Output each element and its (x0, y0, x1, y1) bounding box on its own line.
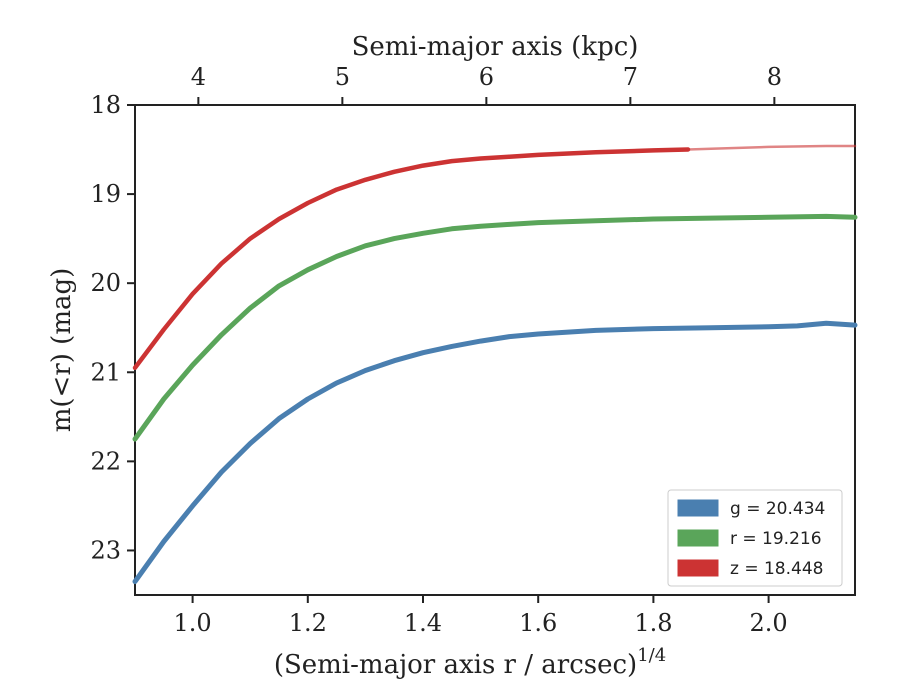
x-tick-label: 1.4 (404, 609, 442, 637)
legend-label: r = 19.216 (730, 529, 822, 549)
bottom-axis-title: (Semi-major axis r / arcsec)1/4 (274, 645, 666, 680)
y-axis-title: m(<r) (mag) (47, 268, 77, 433)
series-layer (132, 144, 858, 585)
y-tick-label: 23 (90, 536, 121, 564)
series-3 (132, 144, 857, 371)
top-tick-label: 7 (623, 63, 638, 91)
legend: g = 20.434 r = 19.216 z = 18.448 (667, 489, 843, 587)
bottom-axis-title-text: (Semi-major axis r / arcsec) (274, 650, 637, 680)
top-tick-label: 8 (767, 63, 782, 91)
y-tick-label: 21 (90, 358, 121, 386)
series-line (132, 320, 858, 585)
x-tick-label: 1.2 (289, 609, 327, 637)
bottom-axis-title-exponent: 1/4 (637, 645, 666, 666)
top-tick-label: 6 (479, 63, 494, 91)
series-1 (132, 320, 858, 585)
x-tick-label: 2.0 (750, 609, 788, 637)
y-tick-label: 19 (90, 180, 121, 208)
y-tick-label: 22 (90, 447, 121, 475)
plot-frame (134, 104, 856, 596)
series-line (132, 147, 691, 371)
y-axis: 18 19 20 21 22 23 (90, 91, 135, 564)
series-line-extension (686, 144, 857, 151)
legend-swatch (677, 529, 719, 547)
x-tick-label: 1.8 (634, 609, 672, 637)
top-axis-title: Semi-major axis (kpc) (352, 32, 639, 62)
top-tick-label: 4 (191, 63, 206, 91)
series-line (132, 213, 858, 442)
legend-swatch (677, 559, 719, 577)
bottom-x-axis: 1.0 1.2 1.4 1.6 1.8 2.0 (174, 595, 788, 637)
series-2 (132, 213, 858, 442)
x-tick-label: 1.0 (174, 609, 212, 637)
legend-label: z = 18.448 (730, 559, 823, 579)
plot-area (134, 104, 856, 596)
x-tick-label: 1.6 (519, 609, 557, 637)
legend-swatch (677, 499, 719, 517)
legend-label: g = 20.434 (730, 499, 825, 519)
y-tick-label: 18 (90, 91, 121, 119)
top-x-axis: 4 5 6 7 8 (191, 63, 782, 105)
y-tick-label: 20 (90, 269, 121, 297)
top-tick-label: 5 (335, 63, 350, 91)
